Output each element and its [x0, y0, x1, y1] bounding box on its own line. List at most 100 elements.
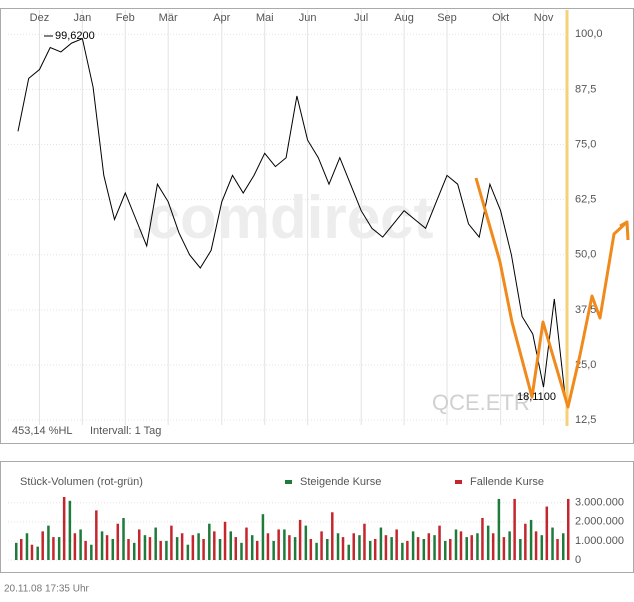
- y-tick-label: 12,5: [575, 414, 596, 426]
- y-tick-label: 100,0: [575, 28, 603, 40]
- y-tick-label: 62,5: [575, 194, 596, 206]
- volume-bar: [449, 539, 452, 560]
- price-frame: [0, 8, 634, 444]
- volume-bar: [218, 539, 222, 560]
- volume-bar: [272, 540, 275, 560]
- volume-bar: [406, 540, 409, 560]
- x-tick-label: Okt: [492, 12, 509, 24]
- volume-bar: [132, 542, 136, 560]
- volume-bar: [513, 498, 516, 560]
- x-tick-label: Jul: [354, 12, 368, 24]
- volume-bar: [137, 529, 141, 560]
- volume-bar: [459, 531, 463, 560]
- volume-bar: [395, 529, 398, 560]
- volume-bar: [148, 537, 152, 560]
- volume-bar: [497, 498, 501, 560]
- drawn-annotation: [474, 177, 630, 409]
- volume-bar: [277, 529, 280, 560]
- volume-bar: [202, 539, 205, 560]
- volume-bar: [105, 535, 109, 560]
- price-line: [17, 38, 566, 396]
- x-tick-label: Aug: [394, 12, 414, 24]
- x-tick-label: Sep: [437, 12, 457, 24]
- volume-bar: [422, 539, 426, 560]
- volume-bar: [309, 539, 313, 560]
- volume-bar: [331, 512, 334, 560]
- volume-bar: [341, 537, 345, 560]
- volume-bar: [266, 533, 270, 560]
- volume-bar: [229, 531, 233, 560]
- volume-bar: [551, 527, 554, 560]
- volume-bar: [379, 527, 383, 560]
- y-tick-label: 87,5: [575, 83, 596, 95]
- volume-bar: [438, 525, 441, 560]
- volume-bar: [336, 533, 340, 560]
- volume-bar: [384, 535, 388, 560]
- volume-bar: [255, 540, 259, 560]
- volume-bar: [358, 535, 361, 560]
- legend-swatch: [285, 480, 292, 484]
- volume-bar: [186, 544, 190, 560]
- legend-swatch: [455, 480, 462, 484]
- y-tick-label: 2.000.000: [575, 516, 624, 528]
- y-tick-label: 37,5: [575, 304, 596, 316]
- volume-bar: [73, 533, 77, 560]
- volume-bar: [240, 542, 243, 560]
- volume-bar: [524, 523, 527, 560]
- volume-bar: [159, 540, 162, 560]
- watermark: .comdirect: [130, 184, 433, 251]
- volume-bar: [223, 521, 227, 560]
- y-tick-label: 1.000.000: [575, 535, 624, 547]
- x-tick-label: Feb: [116, 12, 135, 24]
- volume-bar: [556, 539, 559, 560]
- volume-bar: [433, 535, 436, 560]
- volume-bar: [41, 531, 44, 560]
- volume-bar: [567, 498, 570, 560]
- volume-bar: [502, 537, 506, 560]
- x-tick-label: Dez: [30, 12, 50, 24]
- x-tick-label: Nov: [534, 12, 554, 24]
- volume-bar: [57, 537, 61, 560]
- volume-bar: [347, 544, 350, 560]
- volume-bar: [15, 542, 18, 560]
- x-tick-label: Mai: [256, 12, 274, 24]
- volume-bar: [25, 533, 29, 560]
- legend-label: Steigende Kurse: [300, 476, 381, 488]
- x-tick-label: Mär: [159, 12, 178, 24]
- volume-bar: [416, 537, 420, 560]
- volume-bar: [401, 542, 404, 560]
- interval-label: Intervall: 1 Tag: [90, 425, 161, 437]
- volume-bar: [545, 506, 549, 560]
- volume-bar: [261, 514, 265, 560]
- volume-bar: [465, 537, 468, 560]
- volume-bar: [84, 540, 87, 560]
- volume-bar: [540, 535, 544, 560]
- volume-bar: [454, 529, 458, 560]
- volume-bar: [293, 537, 297, 560]
- symbol: QCE.ETR: [432, 390, 530, 415]
- volume-bar: [165, 540, 168, 560]
- volume-bar: [427, 533, 431, 560]
- volume-bar: [90, 544, 93, 560]
- volume-title: Stück-Volumen (rot-grün): [20, 476, 143, 488]
- volume-bar: [68, 500, 72, 560]
- volume-bar: [79, 529, 82, 560]
- footer: 20.11.08 17:35 Uhr: [4, 584, 90, 595]
- volume-bar: [534, 531, 538, 560]
- volume-bar: [191, 535, 195, 560]
- x-tick-label: Apr: [213, 12, 230, 24]
- volume-bar: [470, 535, 473, 560]
- volume-bar: [390, 537, 393, 560]
- max-label: 99,6200: [55, 30, 95, 42]
- min-label: 18,1100: [517, 391, 556, 403]
- volume-bar: [180, 533, 184, 560]
- volume-bar: [234, 537, 238, 560]
- volume-bar: [111, 539, 115, 560]
- y-tick-label: 50,0: [575, 249, 596, 261]
- volume-bar: [95, 510, 98, 560]
- volume-bar: [444, 540, 447, 560]
- plot: Dez Jan Feb Mär Apr Mai Jun Jul Aug Sep Okt Nov 12,5…: [15, 12, 624, 566]
- volume-bar: [363, 523, 366, 560]
